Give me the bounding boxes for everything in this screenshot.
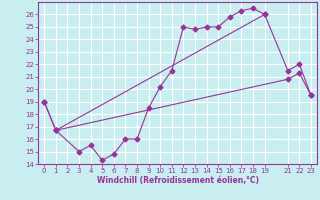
X-axis label: Windchill (Refroidissement éolien,°C): Windchill (Refroidissement éolien,°C) [97, 176, 259, 185]
